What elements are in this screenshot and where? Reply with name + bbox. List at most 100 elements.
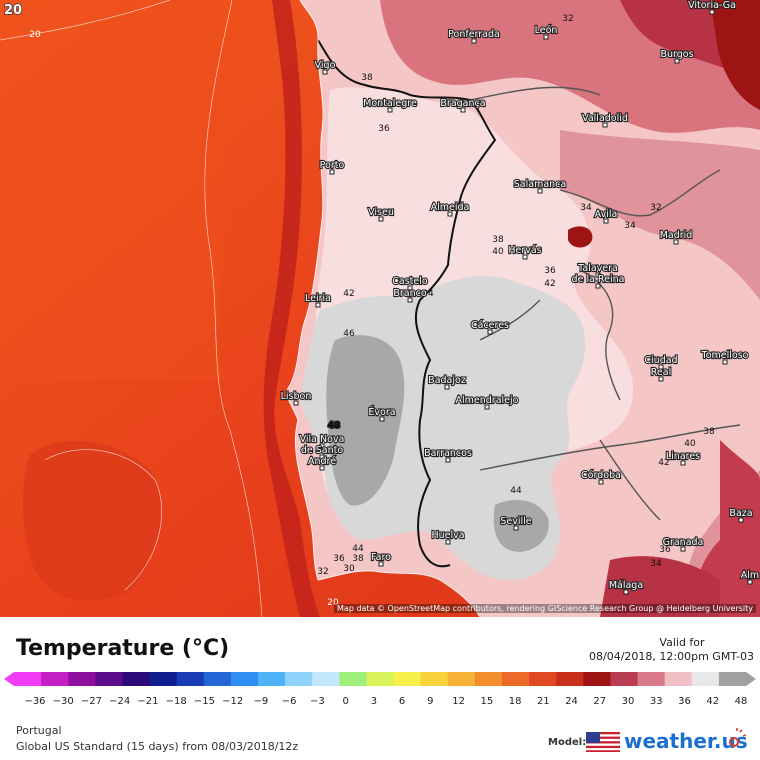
- coastline: [286, 0, 481, 617]
- city-marker[interactable]: Madrid: [659, 229, 693, 245]
- model-tag: Model:: [548, 737, 587, 748]
- city-marker[interactable]: Barrancos: [423, 447, 473, 463]
- city-marker[interactable]: Ciudad: [643, 354, 679, 370]
- city-marker[interactable]: Montalegre: [362, 97, 418, 113]
- city-marker[interactable]: Granada: [662, 536, 704, 552]
- scale-segment: [122, 672, 151, 686]
- city-marker[interactable]: Avila: [594, 208, 618, 224]
- scale-tick-label: −30: [53, 696, 74, 707]
- city-marker[interactable]: Córdoba: [580, 469, 622, 485]
- city-dot: [709, 9, 715, 15]
- city-marker[interactable]: Málaga: [608, 579, 644, 595]
- city-marker[interactable]: Real: [650, 366, 672, 382]
- city-marker[interactable]: Hervás: [507, 244, 543, 260]
- city-marker[interactable]: Salamanca: [513, 178, 567, 194]
- contour-label: 40: [684, 439, 696, 449]
- scale-segment: [230, 672, 259, 686]
- contour-label: 20: [29, 30, 41, 40]
- city-marker[interactable]: Vitoria-Ga: [687, 0, 737, 15]
- city-label: Linares: [666, 451, 700, 462]
- city-dot: [484, 404, 490, 410]
- city-dot: [407, 297, 413, 303]
- city-label: Córdoba: [581, 470, 621, 481]
- city-dot: [680, 460, 686, 466]
- city-marker[interactable]: Seville: [499, 515, 533, 531]
- city-marker[interactable]: Badajoz: [427, 374, 467, 390]
- city-marker[interactable]: Vila Nova: [299, 433, 345, 449]
- city-marker[interactable]: Vigo: [314, 59, 337, 75]
- contour-label: 36: [544, 266, 556, 276]
- region-name: Portugal: [16, 724, 62, 737]
- sea-contour-line: [204, 0, 263, 617]
- city-label: Faro: [371, 552, 391, 563]
- city-marker[interactable]: Almendralejo: [454, 394, 520, 410]
- city-label: León: [535, 25, 558, 36]
- city-dot: [319, 465, 325, 471]
- contour-label: 42: [658, 458, 669, 468]
- city-dot: [674, 58, 680, 64]
- temperature-map[interactable]: 20 32 38 36 34 32 34 38 40 36 42 42 34 46 48 38 40 42 44 44…: [0, 0, 760, 617]
- scale-segment: [285, 672, 313, 686]
- city-label: Salamanca: [514, 179, 566, 190]
- contour-label: 34: [422, 289, 434, 299]
- contour-label: 38: [352, 554, 364, 564]
- city-marker[interactable]: Almeida: [430, 201, 470, 217]
- city-label: Badajoz: [428, 375, 466, 386]
- contour-label: 46: [343, 329, 355, 339]
- city-label: Hervás: [508, 245, 541, 256]
- city-marker[interactable]: Évora: [367, 405, 397, 422]
- city-marker[interactable]: Ponferrada: [447, 28, 501, 44]
- city-marker[interactable]: Linares: [665, 450, 701, 466]
- scale-tick-label: −9: [254, 696, 269, 707]
- map-attribution[interactable]: Map data © OpenStreetMap contributors, r…: [334, 604, 756, 613]
- scale-segment: [14, 672, 42, 686]
- scale-tick-label: 6: [399, 696, 405, 707]
- contour-label: 36: [378, 124, 390, 134]
- city-marker[interactable]: Burgos: [659, 48, 695, 64]
- contour-label: 48: [328, 421, 341, 431]
- city-marker[interactable]: Valladolid: [581, 112, 629, 128]
- southeast-hot: [696, 440, 760, 617]
- city-marker[interactable]: Castelo: [391, 275, 429, 291]
- scale-segment: [393, 672, 422, 686]
- city-marker[interactable]: Alm: [740, 569, 760, 585]
- scale-tick-label: 30: [622, 696, 635, 707]
- city-marker[interactable]: Leiria: [304, 292, 332, 308]
- scale-segment: [691, 672, 720, 686]
- contour-label: 36: [659, 545, 671, 555]
- valid-time: 08/04/2018, 12:00pm GMT-03: [589, 650, 754, 663]
- scale-tick-label: −36: [24, 696, 45, 707]
- city-marker[interactable]: Porto: [319, 159, 346, 175]
- city-marker[interactable]: Branco: [392, 287, 428, 303]
- city-marker[interactable]: André: [307, 455, 337, 471]
- city-dot: [322, 69, 328, 75]
- city-dot: [379, 416, 385, 422]
- city-marker[interactable]: Baza: [728, 507, 754, 523]
- scale-tick-label: 3: [371, 696, 377, 707]
- city-dot: [602, 122, 608, 128]
- city-dot: [658, 376, 664, 382]
- city-marker[interactable]: Talavera: [576, 262, 619, 278]
- scale-segment: [637, 672, 666, 686]
- contour-label: 32: [317, 567, 328, 577]
- city-marker[interactable]: Bragança: [439, 97, 487, 113]
- city-marker[interactable]: León: [533, 24, 559, 40]
- contour-label: 38: [492, 235, 504, 245]
- city-label: Évora: [368, 406, 395, 418]
- city-marker[interactable]: Viseu: [367, 206, 395, 222]
- portugal-spain-border: [317, 39, 497, 568]
- city-dot: [522, 254, 528, 260]
- city-marker[interactable]: Lisbon: [280, 390, 312, 406]
- city-dot: [722, 359, 728, 365]
- city-marker[interactable]: de Santo: [300, 444, 344, 460]
- city-dot: [603, 218, 609, 224]
- city-marker[interactable]: de la Reina: [570, 273, 626, 289]
- city-marker[interactable]: Tomelloso: [699, 349, 750, 365]
- city-marker[interactable]: Cáceres: [470, 319, 510, 335]
- brand-logo[interactable]: weather.us: [624, 729, 748, 753]
- scale-segment: [95, 672, 123, 686]
- scale-segment: [366, 672, 395, 686]
- city-marker[interactable]: Faro: [370, 551, 392, 567]
- city-dot: [387, 107, 393, 113]
- city-marker[interactable]: Huelva: [430, 529, 466, 545]
